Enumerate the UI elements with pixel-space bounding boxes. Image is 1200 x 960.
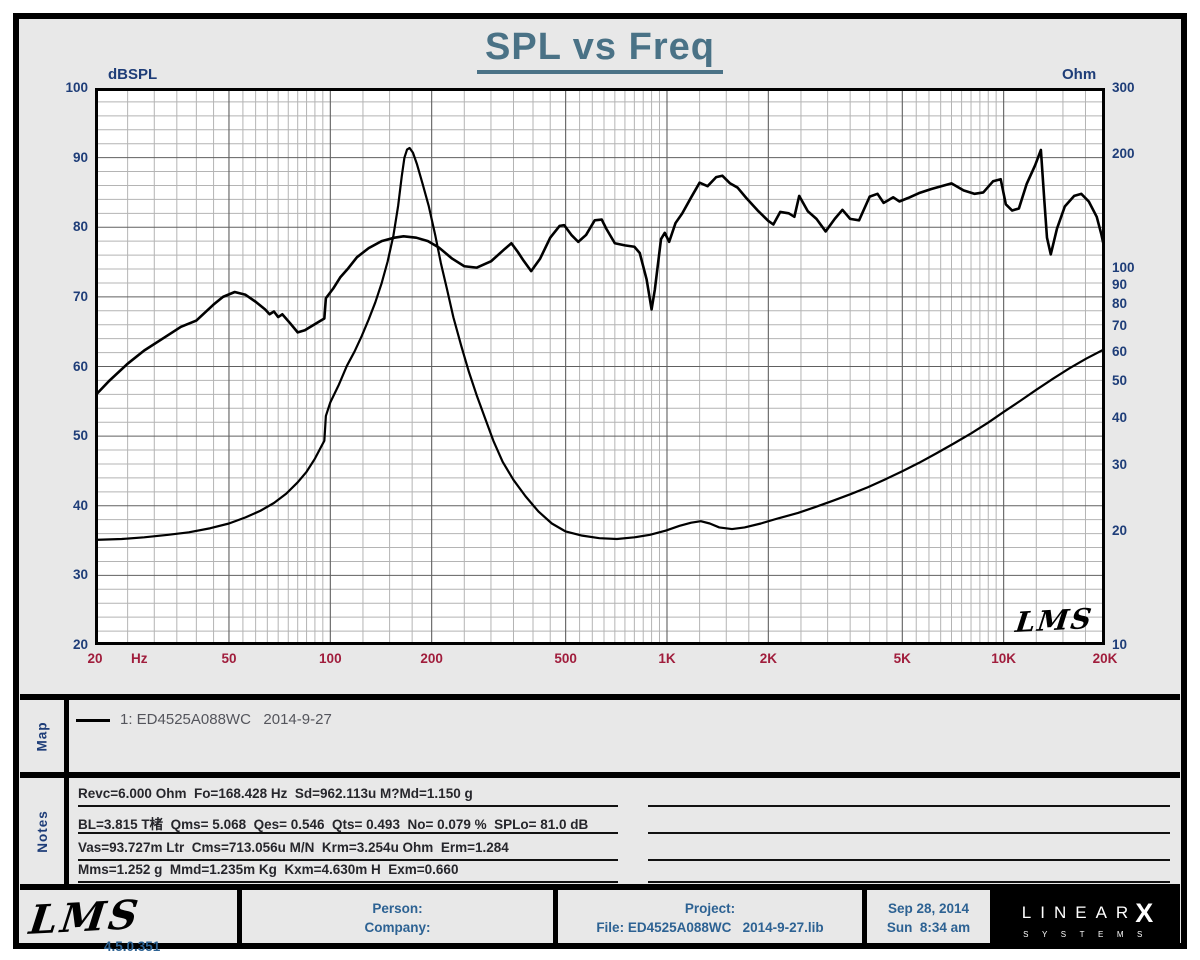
project-label: Project:: [684, 901, 736, 916]
x-tick-200: 200: [420, 651, 443, 666]
file-label: File: ED4525A088WC 2014-9-27.lib: [596, 920, 824, 935]
spl-impedance-chart: [95, 88, 1105, 645]
legend-entry: 1: ED4525A088WC 2014-9-27: [120, 711, 332, 728]
y-left-tick-80: 80: [72, 219, 88, 235]
notes-ruling-1: [648, 786, 1170, 807]
project-file-cell: Project: File: ED4525A088WC 2014-9-27.li…: [558, 890, 862, 946]
notes-label-text: Notes: [34, 809, 50, 853]
y-right-tick-200: 200: [1112, 146, 1135, 162]
footer-divider-3: [862, 890, 867, 946]
freq-unit-label: Hz: [131, 651, 148, 666]
y-right-tick-50: 50: [1112, 373, 1128, 389]
plot-area: [95, 88, 1105, 645]
y-right-tick-20: 20: [1112, 523, 1128, 539]
y-right-tick-80: 80: [1112, 296, 1128, 312]
x-tick-1K: 1K: [658, 651, 676, 666]
y-left-tick-30: 30: [72, 567, 88, 583]
x-tick-2K: 2K: [759, 651, 777, 666]
footer-date: Sep 28, 2014: [887, 901, 970, 916]
legend-line-swatch: [76, 719, 110, 722]
datetime-cell: Sep 28, 2014 Sun 8:34 am: [867, 890, 990, 946]
y-left-tick-70: 70: [72, 288, 88, 304]
footer-divider-4: [990, 890, 995, 946]
x-tick-500: 500: [554, 651, 577, 666]
person-company-cell: Person: Company:: [242, 890, 553, 946]
x-tick-20K: 20K: [1092, 651, 1118, 666]
left-axis-caption: dBSPL: [108, 66, 158, 83]
notes-ruling-3: [648, 840, 1170, 861]
linearx-systems-text: SYSTEMS: [1023, 929, 1156, 939]
series-spl: [95, 148, 1105, 398]
right-axis-caption: Ohm: [1062, 66, 1097, 83]
y-right-tick-90: 90: [1112, 277, 1128, 293]
notes-ruling-2: [648, 813, 1170, 834]
x-tick-50: 50: [221, 651, 237, 666]
chart-title-text: SPL vs Freq: [477, 26, 723, 74]
notes-line-2: BL=3.815 T楮 Qms= 5.068 Qes= 0.546 Qts= 0…: [78, 813, 618, 834]
linearx-linear-text: LINEAR: [1021, 903, 1138, 922]
map-divider: [64, 700, 69, 772]
y-left-tick-90: 90: [72, 149, 88, 165]
y-right-tick-70: 70: [1112, 318, 1128, 334]
notes-line-1: Revc=6.000 Ohm Fo=168.428 Hz Sd=962.113u…: [78, 786, 618, 807]
x-tick-10K: 10K: [991, 651, 1017, 666]
linearx-systems-logo: LINEAR X SYSTEMS: [995, 890, 1180, 946]
notes-divider: [64, 778, 69, 884]
y-left-tick-20: 20: [72, 637, 88, 652]
divider-map-notes: [20, 772, 1180, 778]
y-left-tick-100: 100: [65, 80, 88, 95]
person-label: Person:: [372, 901, 423, 916]
x-tick-20: 20: [87, 651, 103, 666]
version-number: 4.5.0.351: [104, 939, 161, 954]
notes-line-4: Mms=1.252 g Mmd=1.235m Kg Kxm=4.630m H E…: [78, 862, 618, 883]
footer-divider-1: [237, 890, 242, 946]
footer-time: Sun 8:34 am: [886, 920, 971, 935]
y-right-tick-100: 100: [1112, 259, 1135, 275]
x-tick-5K: 5K: [893, 651, 911, 666]
company-label: Company:: [364, 920, 431, 935]
map-section-label: Map: [20, 700, 64, 772]
y-right-tick-300: 300: [1112, 80, 1135, 95]
y-left-tick-60: 60: [72, 358, 88, 374]
y-right-tick-40: 40: [1112, 409, 1128, 425]
chart-title: SPL vs Freq: [0, 26, 1200, 74]
divider-chart-map: [20, 694, 1180, 700]
y-right-tick-30: 30: [1112, 457, 1128, 473]
notes-ruling-4: [648, 862, 1170, 883]
lms-plot-logo: LMS: [1013, 602, 1096, 639]
linearx-x-glyph: X: [1135, 897, 1154, 928]
y-left-tick-40: 40: [72, 497, 88, 513]
linearx-wordmark: LINEAR X: [1022, 898, 1153, 929]
x-tick-100: 100: [319, 651, 342, 666]
map-label-text: Map: [34, 721, 50, 751]
y-right-tick-60: 60: [1112, 343, 1128, 359]
footer-divider-2: [553, 890, 558, 946]
y-right-tick-10: 10: [1112, 637, 1128, 652]
divider-notes-footer: [20, 884, 1180, 890]
y-left-tick-50: 50: [72, 428, 88, 444]
notes-line-3: Vas=93.727m Ltr Cms=713.056u M/N Krm=3.2…: [78, 840, 618, 861]
series-impedance: [95, 146, 1105, 541]
notes-section-label: Notes: [20, 778, 64, 884]
